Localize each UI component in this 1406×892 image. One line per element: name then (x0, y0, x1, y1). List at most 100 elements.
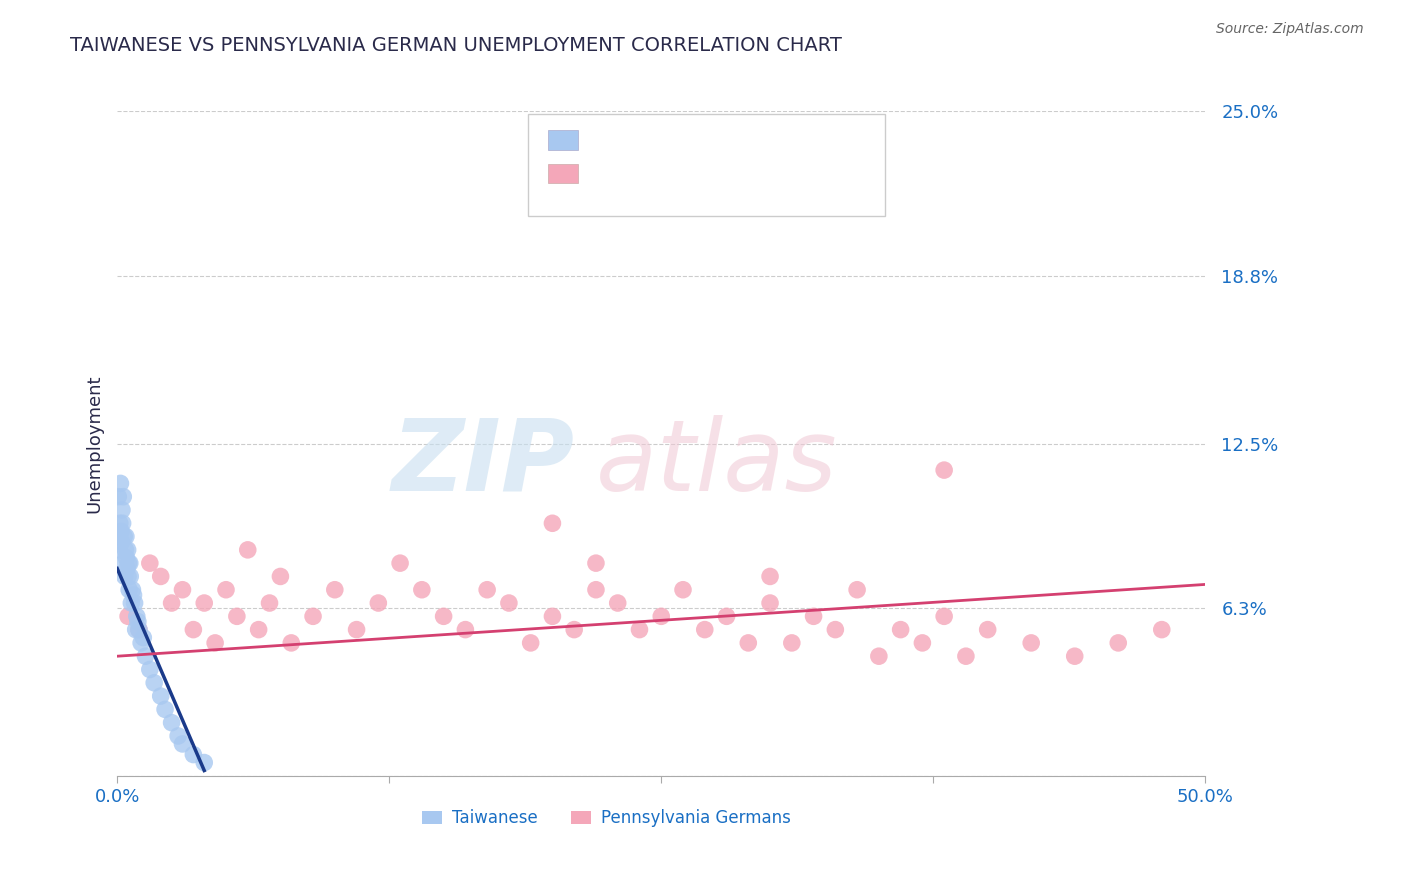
Text: TAIWANESE VS PENNSYLVANIA GERMAN UNEMPLOYMENT CORRELATION CHART: TAIWANESE VS PENNSYLVANIA GERMAN UNEMPLO… (70, 36, 842, 54)
Point (160, 715, 183, 730)
Point (519, 636, 541, 650)
Point (846, 582, 869, 597)
Point (259, 596, 281, 610)
Point (215, 582, 238, 597)
Point (112, 556, 135, 570)
Text: atlas: atlas (596, 415, 838, 512)
Point (183, 747, 205, 762)
Point (117, 556, 139, 570)
Point (411, 582, 433, 597)
Point (204, 636, 226, 650)
Point (1150, 623, 1173, 637)
Text: ZIP: ZIP (391, 415, 574, 512)
Point (108, 516, 131, 531)
Point (541, 516, 564, 531)
Point (672, 582, 695, 597)
Point (475, 582, 498, 597)
Point (120, 596, 142, 610)
Point (128, 623, 150, 637)
Point (125, 623, 148, 637)
Point (110, 476, 132, 491)
Point (114, 569, 136, 583)
Point (122, 588, 145, 602)
Point (498, 596, 520, 610)
Text: Source: ZipAtlas.com: Source: ZipAtlas.com (1216, 22, 1364, 37)
Point (1019, 636, 1042, 650)
Point (183, 623, 205, 637)
Point (167, 729, 190, 743)
Legend: Taiwanese, Pennsylvania Germans: Taiwanese, Pennsylvania Germans (416, 803, 799, 834)
Point (121, 582, 143, 597)
Point (114, 542, 136, 557)
Point (153, 702, 176, 716)
Point (934, 609, 956, 624)
Point (139, 556, 162, 570)
Point (824, 623, 846, 637)
Point (454, 623, 477, 637)
Point (128, 623, 150, 637)
Point (117, 609, 139, 624)
Point (108, 542, 131, 557)
Point (367, 596, 389, 610)
Point (118, 582, 141, 597)
Point (110, 534, 132, 549)
Point (117, 542, 139, 557)
Text: R =  0.141   N = 56: R = 0.141 N = 56 (592, 165, 792, 183)
Point (120, 569, 142, 583)
Point (111, 503, 134, 517)
Point (868, 649, 890, 664)
Point (193, 756, 215, 770)
Point (737, 636, 759, 650)
Point (323, 582, 346, 597)
Point (172, 737, 194, 751)
Point (247, 623, 270, 637)
Point (225, 609, 247, 624)
Point (541, 609, 564, 624)
Point (759, 596, 782, 610)
Point (110, 524, 132, 539)
Point (716, 609, 738, 624)
Point (193, 596, 215, 610)
Point (585, 556, 607, 570)
Point (433, 609, 456, 624)
Point (111, 516, 134, 531)
Point (890, 623, 912, 637)
Point (117, 569, 139, 583)
Point (562, 623, 585, 637)
Point (1063, 649, 1085, 664)
Point (115, 530, 138, 544)
Point (1107, 636, 1129, 650)
Point (302, 609, 325, 624)
Point (269, 569, 291, 583)
Point (112, 530, 135, 544)
Point (149, 569, 172, 583)
Point (160, 596, 183, 610)
Point (134, 649, 156, 664)
Point (127, 615, 149, 629)
Point (628, 623, 651, 637)
Point (115, 550, 138, 565)
Point (803, 609, 825, 624)
Point (780, 636, 803, 650)
Point (143, 675, 166, 690)
Point (585, 582, 607, 597)
Point (172, 582, 194, 597)
Point (112, 490, 135, 504)
Point (650, 609, 672, 624)
Point (107, 490, 129, 504)
Point (759, 569, 782, 583)
Point (693, 623, 716, 637)
Text: R = -0.301   N = 43: R = -0.301 N = 43 (592, 131, 792, 149)
Y-axis label: Unemployment: Unemployment (86, 375, 103, 513)
Point (934, 463, 956, 477)
Point (955, 649, 977, 664)
Point (108, 530, 131, 544)
Point (132, 631, 155, 645)
Point (149, 689, 172, 703)
Point (389, 556, 412, 570)
Point (118, 556, 141, 570)
Point (606, 596, 628, 610)
Point (911, 636, 934, 650)
Point (346, 623, 368, 637)
Point (976, 623, 998, 637)
